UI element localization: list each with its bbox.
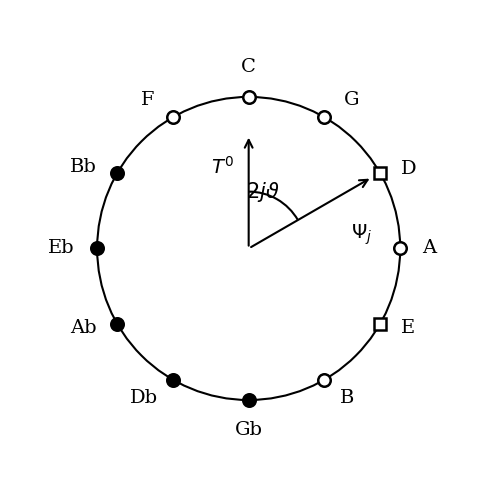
Text: $T^0$: $T^0$ <box>210 155 234 178</box>
Text: Gb: Gb <box>234 421 262 439</box>
Text: F: F <box>140 91 154 109</box>
Text: $2j\vartheta$: $2j\vartheta$ <box>246 181 280 204</box>
Text: $\Psi_j$: $\Psi_j$ <box>351 222 372 247</box>
Text: Bb: Bb <box>70 158 96 176</box>
Text: G: G <box>344 91 359 109</box>
Text: E: E <box>400 319 415 337</box>
Text: Ab: Ab <box>70 319 96 337</box>
Text: D: D <box>400 160 416 178</box>
Text: Db: Db <box>130 389 158 407</box>
Text: C: C <box>241 58 256 76</box>
Text: Eb: Eb <box>48 240 74 257</box>
Text: B: B <box>340 389 354 407</box>
Text: A: A <box>422 240 436 257</box>
